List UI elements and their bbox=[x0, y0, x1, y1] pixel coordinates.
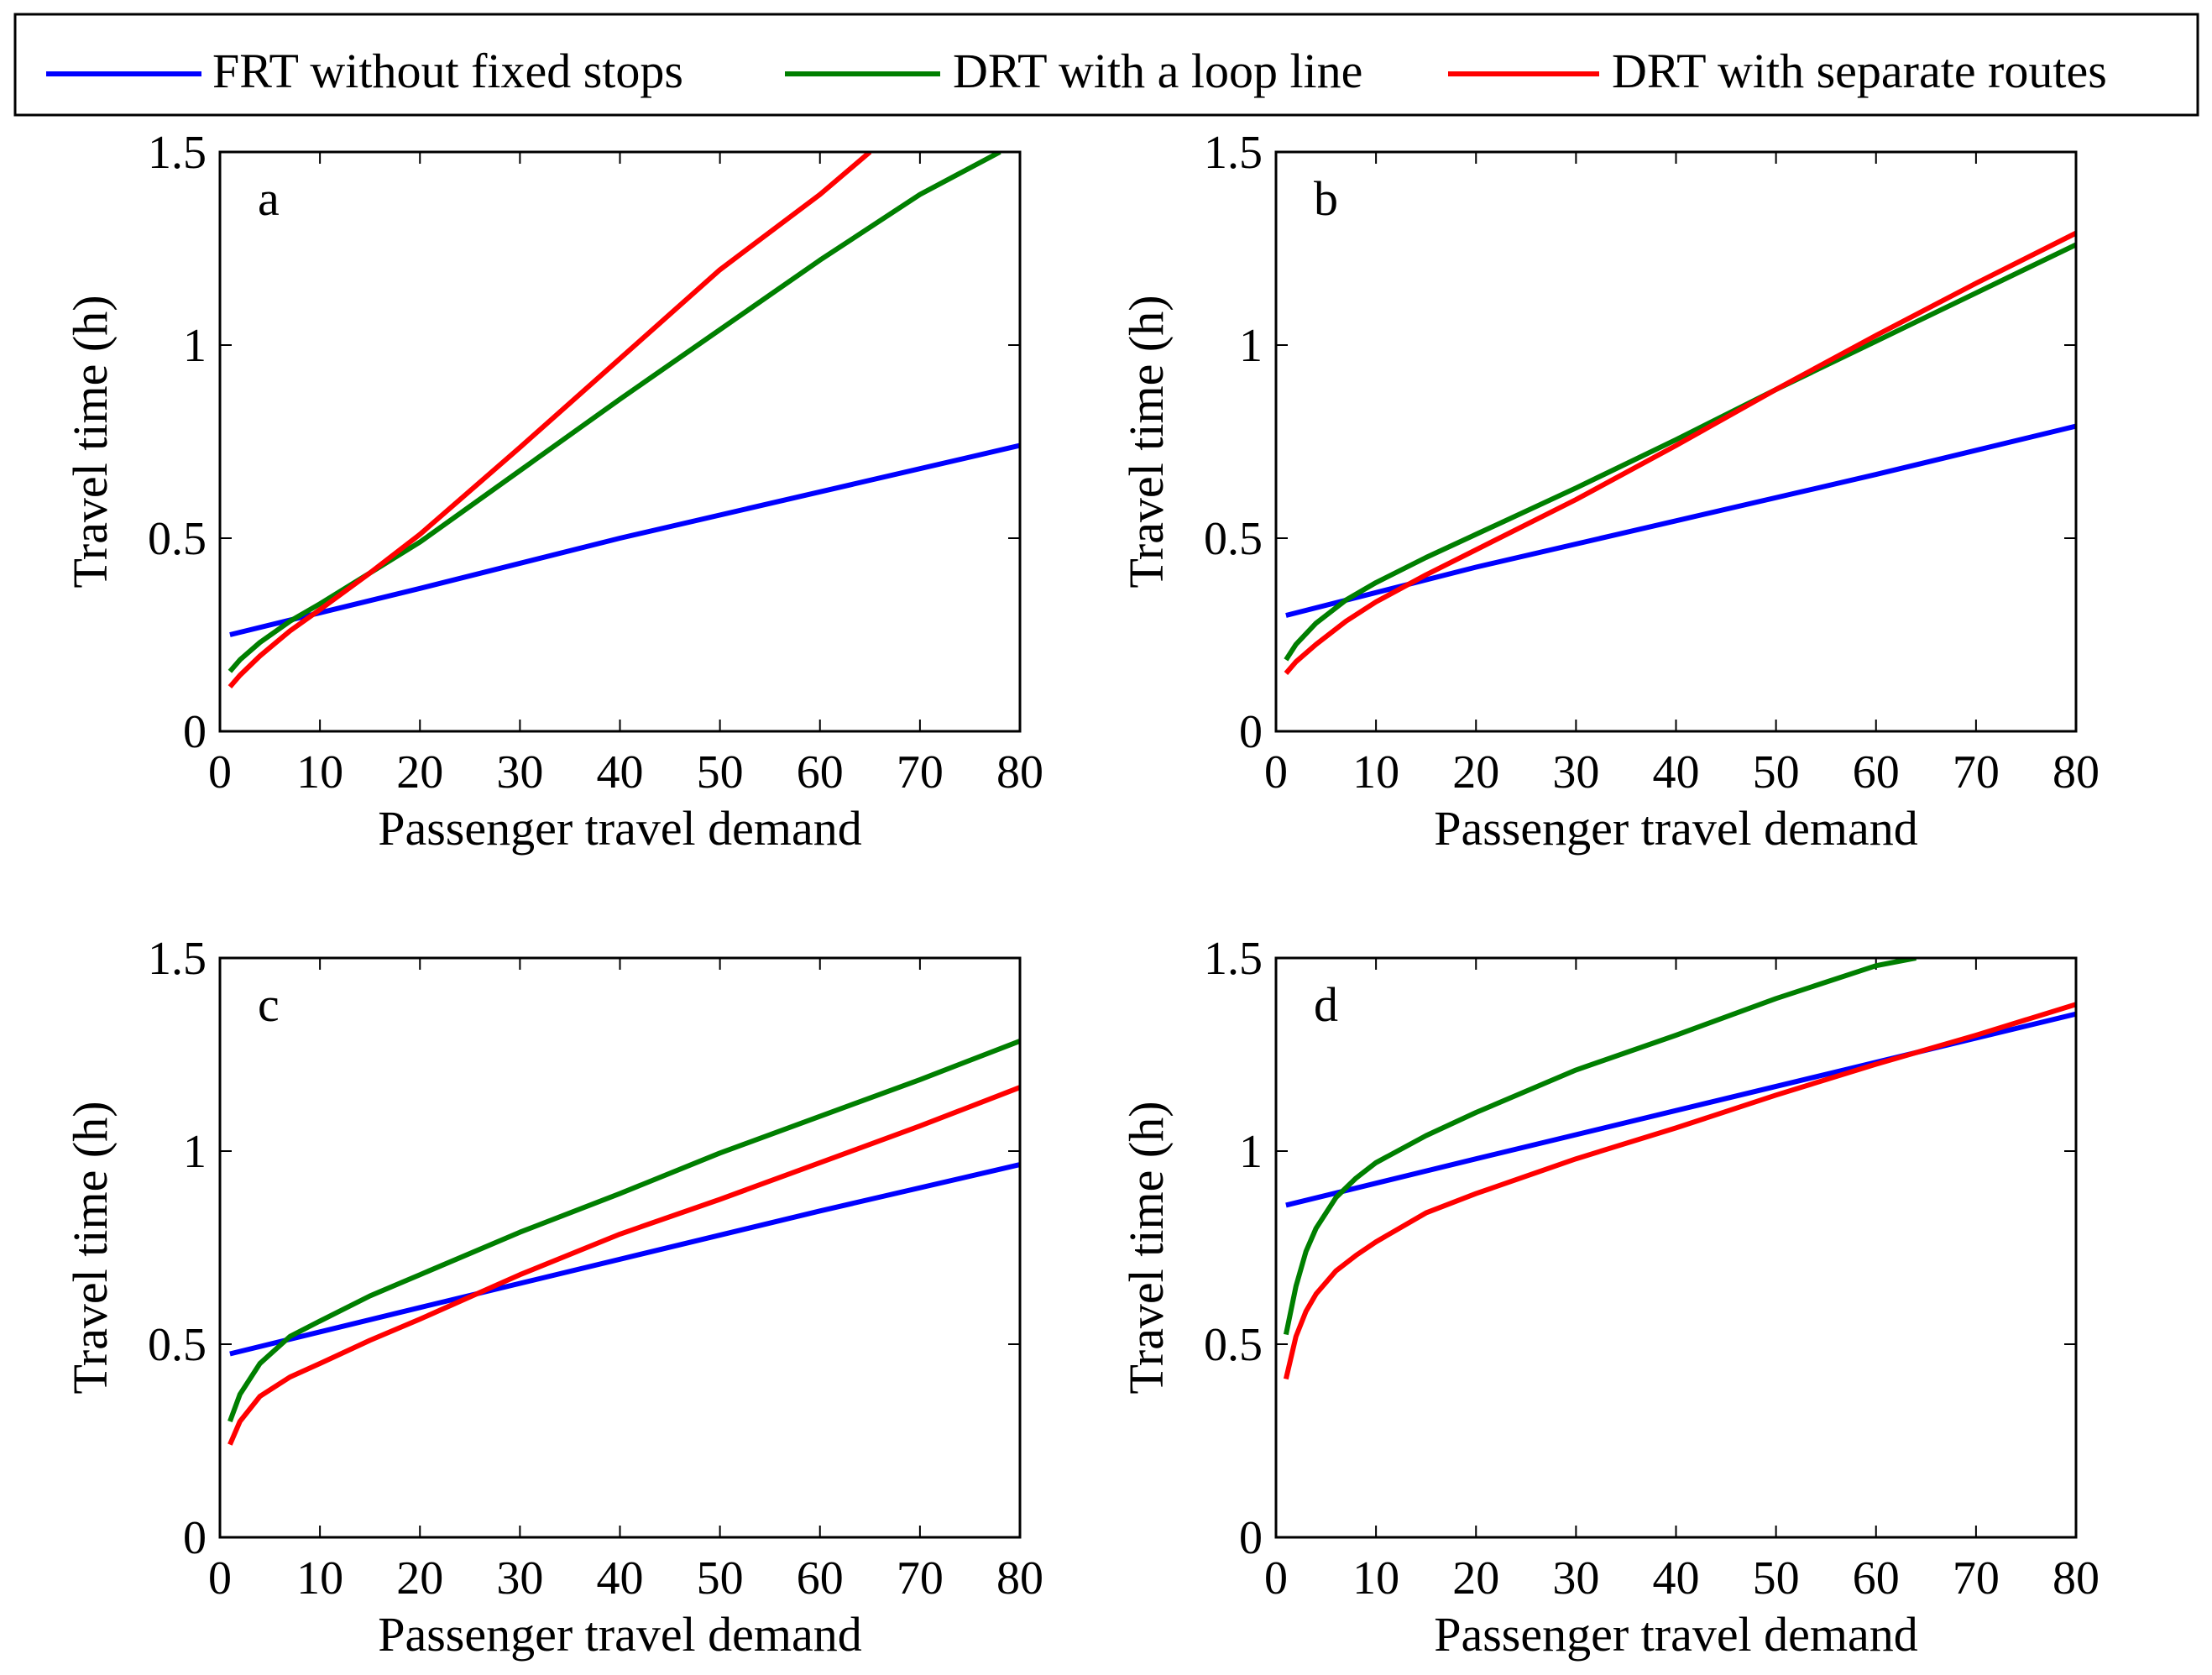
series-line-2 bbox=[227, 1085, 1020, 1446]
y-tick-label: 0 bbox=[183, 1512, 207, 1564]
x-tick-label: 50 bbox=[697, 1552, 744, 1604]
panel-label: d bbox=[1314, 977, 1338, 1032]
legend-label-loop: DRT with a loop line bbox=[953, 44, 1362, 98]
x-tick-label: 10 bbox=[296, 1552, 343, 1604]
y-tick-label: 1 bbox=[1239, 320, 1263, 372]
panel-a: 0 10 20 30 40 50 60 70 80 0 0.5 1 1.5 a Passenger trav… bbox=[63, 127, 1043, 856]
x-axis-label: Passenger travel demand bbox=[1434, 801, 1918, 856]
y-axis-label: Travel time (h) bbox=[63, 295, 118, 588]
x-tick-label: 80 bbox=[996, 1552, 1043, 1604]
x-tick-label: 80 bbox=[2053, 746, 2100, 798]
x-tick-label: 40 bbox=[597, 1552, 644, 1604]
axes-box bbox=[218, 956, 1022, 1539]
legend-label-frt: FRT without fixed stops bbox=[212, 44, 683, 98]
panel-label: b bbox=[1314, 171, 1338, 226]
x-tick-label: 0 bbox=[208, 1552, 232, 1604]
panel-label: a bbox=[258, 171, 280, 226]
y-tick-label: 0 bbox=[1239, 706, 1263, 758]
x-tick-label: 60 bbox=[797, 1552, 844, 1604]
axes-box bbox=[218, 150, 1022, 733]
x-tick-label: 0 bbox=[1264, 1552, 1288, 1604]
x-axis-label: Passenger travel demand bbox=[1434, 1607, 1918, 1662]
x-tick-label: 30 bbox=[496, 746, 543, 798]
x-tick-label: 0 bbox=[208, 746, 232, 798]
axes-box bbox=[1274, 150, 2078, 733]
y-tick-label: 0.5 bbox=[148, 1319, 207, 1371]
y-tick-label: 1.5 bbox=[1204, 933, 1263, 985]
x-tick-label: 30 bbox=[1552, 1552, 1599, 1604]
legend-box bbox=[13, 13, 2199, 117]
x-axis-label: Passenger travel demand bbox=[378, 801, 862, 856]
x-tick-label: 70 bbox=[1953, 746, 2000, 798]
y-tick-label: 1 bbox=[183, 320, 207, 372]
x-tick-label: 40 bbox=[1653, 1552, 1700, 1604]
y-tick-label: 0 bbox=[1239, 1512, 1263, 1564]
panel-label: c bbox=[258, 977, 280, 1032]
legend-label-separate: DRT with separate routes bbox=[1612, 44, 2107, 98]
series-line-0 bbox=[229, 442, 1020, 637]
y-tick-label: 0.5 bbox=[1204, 1319, 1263, 1371]
x-tick-label: 40 bbox=[1653, 746, 1700, 798]
x-tick-label: 50 bbox=[1753, 1552, 1800, 1604]
y-tick-label: 1.5 bbox=[148, 933, 207, 985]
x-tick-label: 20 bbox=[1452, 1552, 1499, 1604]
x-tick-label: 60 bbox=[1853, 1552, 1900, 1604]
y-tick-label: 1.5 bbox=[148, 127, 207, 179]
x-tick-label: 20 bbox=[396, 1552, 443, 1604]
series-line-1 bbox=[227, 1039, 1020, 1423]
y-tick-label: 1 bbox=[183, 1126, 207, 1178]
series-line-1 bbox=[1284, 242, 2076, 662]
series-line-2 bbox=[1284, 230, 2076, 675]
axes-box bbox=[1274, 956, 2078, 1539]
y-tick-label: 1.5 bbox=[1204, 127, 1263, 179]
x-tick-label: 10 bbox=[1352, 1552, 1399, 1604]
x-tick-label: 20 bbox=[1452, 746, 1499, 798]
x-tick-label: 50 bbox=[697, 746, 744, 798]
x-tick-label: 40 bbox=[597, 746, 644, 798]
panel-b: 0 10 20 30 40 50 60 70 80 0 0.5 1 1.5 b Passenger trav… bbox=[1119, 127, 2100, 856]
legend: FRT without fixed stops DRT with a loop … bbox=[13, 13, 2199, 117]
x-axis-label: Passenger travel demand bbox=[378, 1607, 862, 1662]
series-line-2 bbox=[227, 152, 872, 689]
x-tick-label: 30 bbox=[1552, 746, 1599, 798]
series-line-2 bbox=[1283, 1002, 2076, 1380]
panel-d: 0 10 20 30 40 50 60 70 80 0 0.5 1 1.5 d Passenger trav… bbox=[1119, 933, 2100, 1662]
series-line-0 bbox=[229, 1162, 1020, 1357]
y-axis-label: Travel time (h) bbox=[63, 1101, 118, 1394]
x-tick-label: 0 bbox=[1264, 746, 1288, 798]
x-tick-label: 80 bbox=[996, 746, 1043, 798]
x-tick-label: 60 bbox=[797, 746, 844, 798]
x-tick-label: 20 bbox=[396, 746, 443, 798]
x-tick-label: 70 bbox=[1953, 1552, 2000, 1604]
y-tick-label: 0.5 bbox=[148, 513, 207, 565]
x-tick-label: 50 bbox=[1753, 746, 1800, 798]
y-axis-label: Travel time (h) bbox=[1119, 295, 1174, 588]
x-tick-label: 70 bbox=[897, 746, 944, 798]
y-tick-label: 0.5 bbox=[1204, 513, 1263, 565]
x-tick-label: 70 bbox=[897, 1552, 944, 1604]
x-tick-label: 80 bbox=[2053, 1552, 2100, 1604]
series-line-1 bbox=[1283, 958, 1917, 1336]
y-tick-label: 1 bbox=[1239, 1126, 1263, 1178]
panel-c: 0 10 20 30 40 50 60 70 80 0 0.5 1 1.5 c Passenger trav… bbox=[63, 933, 1043, 1662]
x-tick-label: 60 bbox=[1853, 746, 1900, 798]
x-tick-label: 10 bbox=[1352, 746, 1399, 798]
x-tick-label: 30 bbox=[496, 1552, 543, 1604]
y-axis-label: Travel time (h) bbox=[1119, 1101, 1174, 1394]
series-line-1 bbox=[227, 152, 1001, 673]
x-tick-label: 10 bbox=[296, 746, 343, 798]
y-tick-label: 0 bbox=[183, 706, 207, 758]
